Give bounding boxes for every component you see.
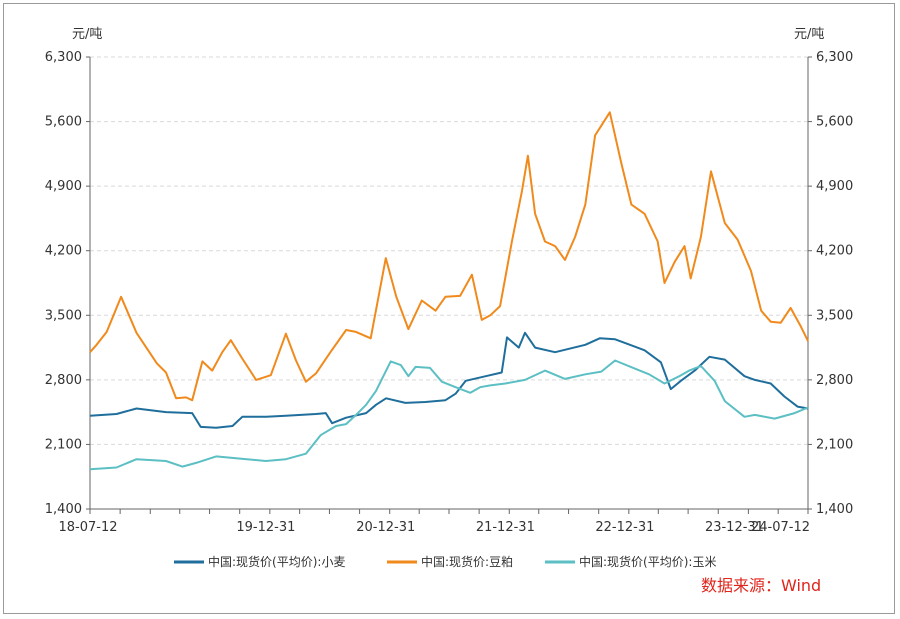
data-source-label: 数据来源：Wind [701, 576, 821, 595]
y-tick-label-right: 2,800 [816, 373, 853, 388]
line-chart: 元/吨 元/吨 6,300 6,300 5,600 5,600 4,900 4,900 4,… [45, 27, 853, 595]
x-tick-label: 19-12-31 [236, 520, 295, 535]
y-tick-label-right: 5,600 [816, 115, 853, 130]
grid-lines [90, 56, 808, 445]
chart-frame: 元/吨 元/吨 6,300 6,300 5,600 5,600 4,900 4,900 4,… [3, 3, 895, 614]
y-tick-label-right: 4,900 [816, 179, 853, 194]
series-line-1 [89, 331, 809, 429]
x-tick-label: 23-12-31 [705, 520, 764, 535]
y-tick-label-left: 4,900 [45, 179, 82, 194]
y-tick-label-right: 1,400 [816, 502, 853, 517]
left-axis-unit: 元/吨 [72, 27, 102, 42]
y-tick-label-left: 4,200 [45, 244, 82, 259]
x-tick-label: 24-07-12 [751, 520, 810, 535]
y-tick-label-right: 2,100 [816, 437, 853, 452]
y-tick-label-left: 5,600 [45, 115, 82, 130]
y-tick-label-right: 6,300 [816, 50, 853, 65]
y-tick-label-left: 2,800 [45, 373, 82, 388]
y-tick-label-right: 4,200 [816, 244, 853, 259]
x-tick-label: 22-12-31 [595, 520, 654, 535]
y-tick-label-left: 3,500 [45, 308, 82, 323]
y-tick-label-left: 6,300 [45, 50, 82, 65]
series-line-2 [89, 111, 809, 402]
x-tick-label: 20-12-31 [356, 520, 415, 535]
legend-label-1: 中国:现货价(平均价):小麦 [208, 554, 345, 569]
legend-label-3: 中国:现货价(平均价):玉米 [579, 554, 716, 569]
y-tick-label-left: 1,400 [45, 502, 82, 517]
legend: 中国:现货价(平均价):小麦 中国:现货价:豆粕 中国:现货价(平均价):玉米 [174, 554, 716, 569]
axes: 6,300 6,300 5,600 5,600 4,900 4,900 4,200 4,200… [45, 50, 853, 535]
x-tick-label: 21-12-31 [476, 520, 535, 535]
x-tick-label: 18-07-12 [58, 520, 117, 535]
y-tick-label-left: 2,100 [45, 437, 82, 452]
series-lines [89, 111, 809, 471]
series-line-3 [89, 359, 809, 471]
legend-label-2: 中国:现货价:豆粕 [421, 554, 513, 569]
y-tick-label-right: 3,500 [816, 308, 853, 323]
right-axis-unit: 元/吨 [794, 27, 824, 42]
